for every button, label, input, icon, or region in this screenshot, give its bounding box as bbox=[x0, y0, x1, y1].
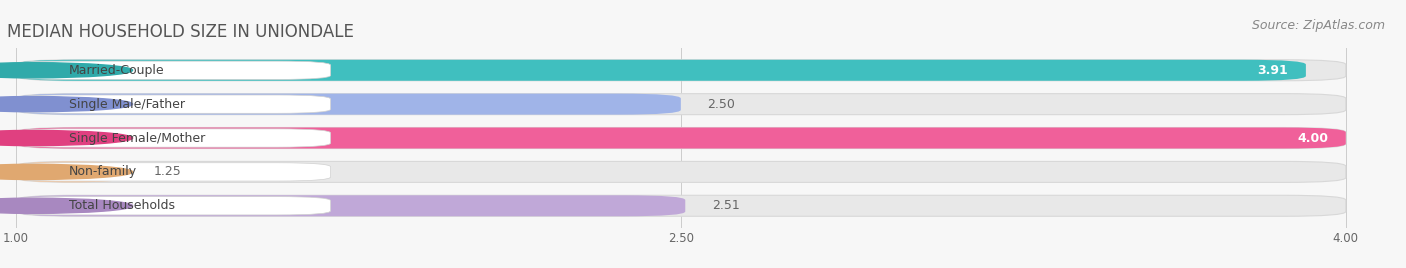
FancyBboxPatch shape bbox=[11, 197, 330, 215]
FancyBboxPatch shape bbox=[11, 95, 330, 113]
Text: Total Households: Total Households bbox=[69, 199, 176, 212]
Circle shape bbox=[0, 63, 132, 78]
FancyBboxPatch shape bbox=[15, 60, 1346, 81]
Text: 2.51: 2.51 bbox=[711, 199, 740, 212]
Circle shape bbox=[0, 164, 132, 180]
Circle shape bbox=[0, 131, 132, 146]
Text: Source: ZipAtlas.com: Source: ZipAtlas.com bbox=[1251, 19, 1385, 32]
Text: Married-Couple: Married-Couple bbox=[69, 64, 165, 77]
Circle shape bbox=[0, 198, 132, 213]
FancyBboxPatch shape bbox=[15, 161, 127, 183]
Circle shape bbox=[0, 96, 132, 112]
FancyBboxPatch shape bbox=[11, 129, 330, 147]
FancyBboxPatch shape bbox=[15, 195, 685, 216]
FancyBboxPatch shape bbox=[15, 60, 1306, 81]
FancyBboxPatch shape bbox=[15, 94, 1346, 115]
FancyBboxPatch shape bbox=[15, 128, 1346, 148]
FancyBboxPatch shape bbox=[15, 195, 1346, 216]
FancyBboxPatch shape bbox=[11, 163, 330, 181]
FancyBboxPatch shape bbox=[15, 128, 1346, 148]
Text: 2.50: 2.50 bbox=[707, 98, 735, 111]
Text: Non-family: Non-family bbox=[69, 165, 138, 178]
Text: Single Female/Mother: Single Female/Mother bbox=[69, 132, 205, 144]
FancyBboxPatch shape bbox=[15, 94, 681, 115]
Text: 1.25: 1.25 bbox=[153, 165, 181, 178]
Text: 4.00: 4.00 bbox=[1298, 132, 1329, 144]
Text: 3.91: 3.91 bbox=[1257, 64, 1288, 77]
FancyBboxPatch shape bbox=[15, 161, 1346, 183]
Text: MEDIAN HOUSEHOLD SIZE IN UNIONDALE: MEDIAN HOUSEHOLD SIZE IN UNIONDALE bbox=[7, 23, 354, 41]
Text: Single Male/Father: Single Male/Father bbox=[69, 98, 186, 111]
FancyBboxPatch shape bbox=[11, 61, 330, 79]
